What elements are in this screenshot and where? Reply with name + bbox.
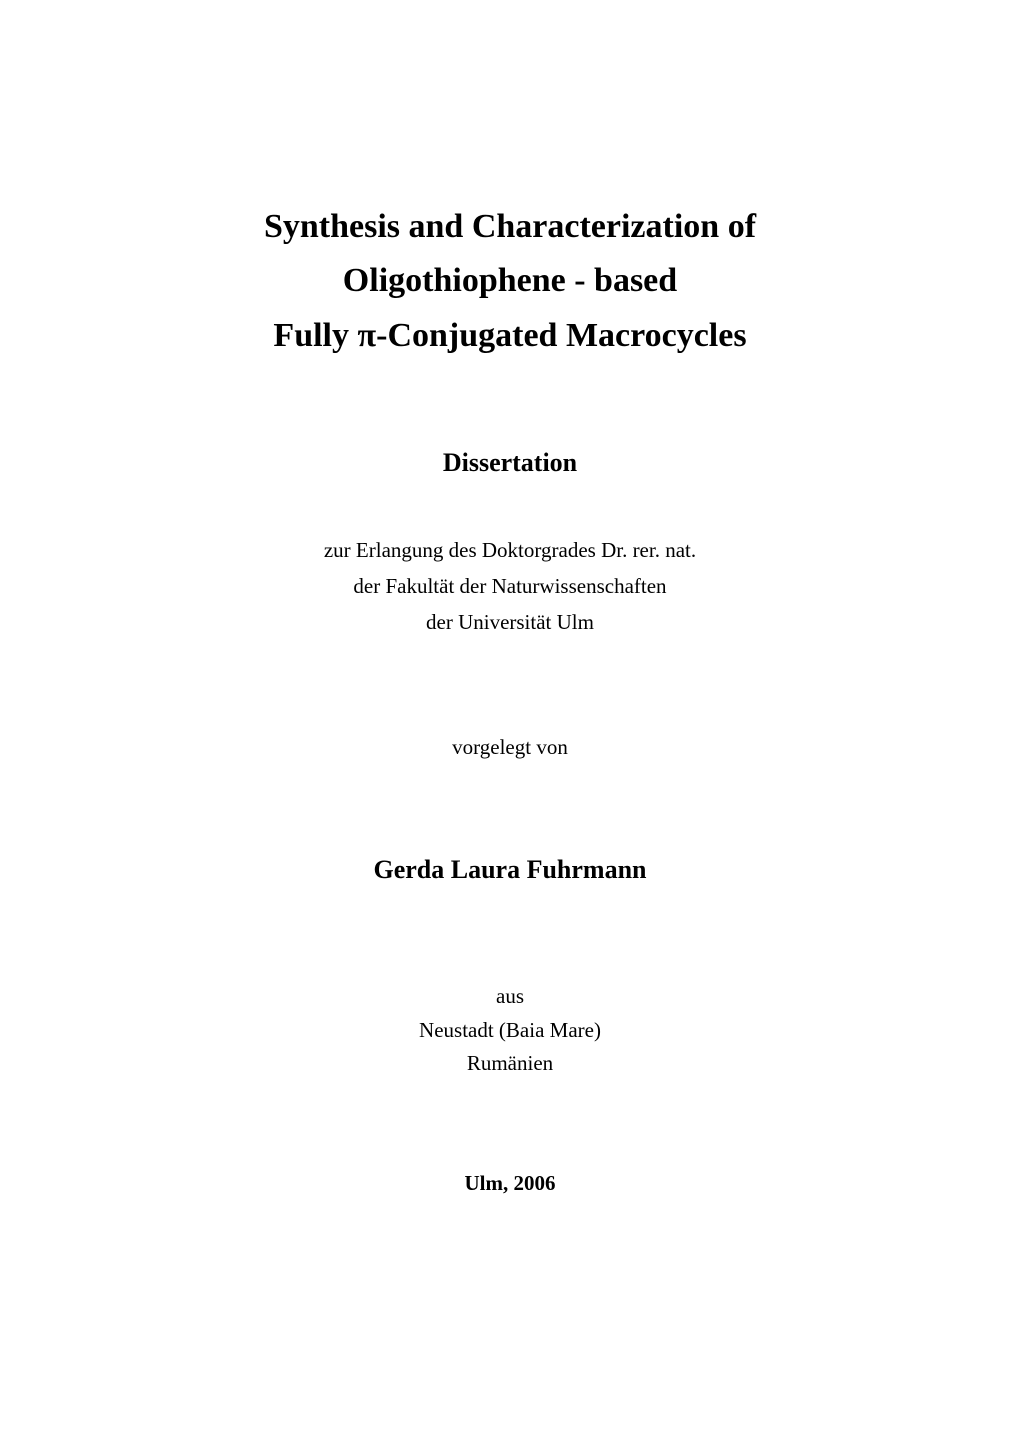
place-year: Ulm, 2006 <box>465 1171 556 1196</box>
title-line-1: Synthesis and Characterization of <box>264 200 756 254</box>
degree-line-2: der Fakultät der Naturwissenschaften <box>324 569 696 605</box>
degree-block: zur Erlangung des Doktorgrades Dr. rer. … <box>324 533 696 640</box>
from-block: aus Neustadt (Baia Mare) Rumänien <box>419 980 601 1081</box>
author-name: Gerda Laura Fuhrmann <box>373 855 646 885</box>
dissertation-label: Dissertation <box>443 448 577 478</box>
from-line-3: Rumänien <box>419 1047 601 1081</box>
from-line-1: aus <box>419 980 601 1014</box>
title-line-2: Oligothiophene - based <box>264 254 756 308</box>
submitted-by: vorgelegt von <box>452 735 568 760</box>
from-line-2: Neustadt (Baia Mare) <box>419 1014 601 1048</box>
degree-line-3: der Universität Ulm <box>324 605 696 641</box>
title-line-3: Fully π-Conjugated Macrocycles <box>264 309 756 363</box>
degree-line-1: zur Erlangung des Doktorgrades Dr. rer. … <box>324 533 696 569</box>
title-block: Synthesis and Characterization of Oligot… <box>264 200 756 363</box>
